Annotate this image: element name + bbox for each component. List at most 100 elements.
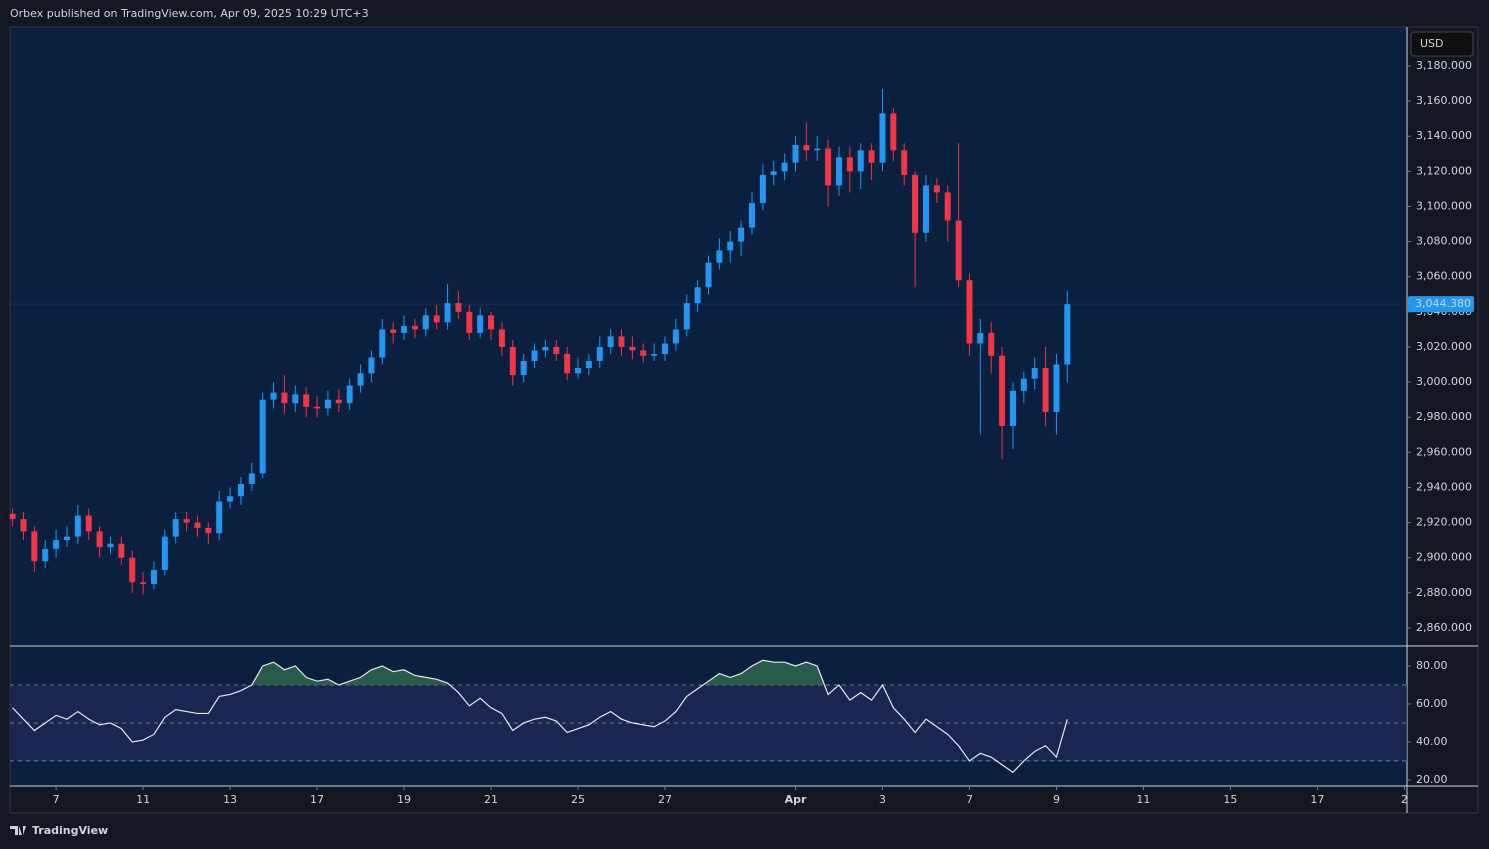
x-tick-label: 3 (879, 793, 886, 806)
footer-brand: TradingView (32, 824, 108, 837)
candle-body (1020, 378, 1027, 391)
y-tick-label: 3,000.000 (1416, 375, 1472, 388)
x-tick-label: Apr (785, 793, 807, 806)
candle-body (63, 536, 70, 541)
candle-body (738, 227, 745, 242)
candle-body (694, 287, 701, 304)
candle-body (477, 315, 484, 333)
candle-body (857, 150, 864, 172)
candle-body (314, 406, 321, 409)
candle-body (31, 531, 38, 562)
tradingview-logo (10, 826, 26, 835)
candle-body (879, 113, 886, 163)
x-tick-label: 27 (658, 793, 672, 806)
candle-body (803, 145, 810, 151)
candle-body (977, 332, 984, 344)
y-tick-label: 2,940.000 (1416, 480, 1472, 493)
candle-body (814, 148, 821, 151)
candle-body (999, 355, 1006, 427)
candle-body (172, 519, 179, 537)
x-tick-label: 9 (1053, 793, 1060, 806)
candle-body (770, 171, 777, 175)
currency-button[interactable] (1410, 31, 1474, 57)
candle-body (759, 174, 766, 203)
candle-body (401, 325, 408, 333)
candle-body (792, 145, 799, 163)
candle-body (781, 162, 788, 172)
currency-label[interactable]: USD (1420, 37, 1444, 50)
y-tick-label: 60.00 (1416, 697, 1448, 710)
candle-body (1042, 368, 1049, 412)
y-tick-label: 3,120.000 (1416, 164, 1472, 177)
x-tick-label: 13 (223, 793, 237, 806)
x-tick-label: 17 (310, 793, 324, 806)
candle-body (346, 385, 353, 404)
overbought-fill (12, 660, 1068, 685)
candle-body (422, 315, 429, 330)
rsi-line (12, 659, 1068, 774)
candle-body (281, 392, 288, 404)
candle-body (846, 157, 853, 172)
candle-body (205, 527, 212, 534)
candle-body (303, 394, 310, 407)
candle-body (292, 394, 299, 404)
candle-body (748, 202, 755, 228)
y-tick-label: 2,960.000 (1416, 445, 1472, 458)
y-tick-label: 3,160.000 (1416, 94, 1472, 107)
candle-body (455, 303, 462, 312)
candle-body (727, 241, 734, 251)
candle-body (42, 548, 49, 562)
chart-frame (9, 26, 1479, 814)
candle-body (618, 336, 625, 347)
candle-body (390, 329, 397, 333)
candle-body (379, 329, 386, 358)
candle-body (227, 496, 234, 502)
candle-body (324, 399, 331, 409)
candle-body (553, 346, 560, 355)
y-tick-label: 3,140.000 (1416, 129, 1472, 142)
candle-body (1009, 390, 1016, 427)
candle-body (890, 113, 897, 151)
candle-body (944, 192, 951, 221)
x-tick-label: 2 (1401, 793, 1408, 806)
candle-body (629, 346, 636, 351)
candle-body (531, 350, 538, 362)
candle-body (607, 336, 614, 347)
candle-body (988, 332, 995, 356)
candle-body (161, 536, 168, 571)
candle-body (194, 522, 201, 528)
candle-body (672, 329, 679, 344)
y-tick-label: 3,080.000 (1416, 235, 1472, 248)
candle-body (118, 543, 125, 558)
candle-body (575, 368, 582, 374)
candle-body (1031, 368, 1038, 379)
candle-body (955, 220, 962, 281)
candle-body (140, 582, 147, 585)
candle-body (662, 343, 669, 355)
x-tick-label: 11 (1136, 793, 1150, 806)
candle-body (335, 399, 342, 404)
candle-body (933, 185, 940, 193)
x-tick-label: 19 (397, 793, 411, 806)
candle-body (520, 361, 527, 376)
x-tick-label: 15 (1223, 793, 1237, 806)
candle-body (259, 399, 266, 474)
x-tick-label: 7 (53, 793, 60, 806)
x-tick-label: 25 (571, 793, 585, 806)
x-tick-label: 7 (966, 793, 973, 806)
candle-body (651, 354, 658, 356)
candle-body (868, 150, 875, 163)
candle-body (716, 250, 723, 263)
candle-body (542, 346, 549, 351)
last-price-label: 3,044.380 (1415, 297, 1471, 310)
x-tick-label: 21 (484, 793, 498, 806)
candle-body (107, 543, 114, 548)
candle-body (922, 185, 929, 233)
candle-body (444, 303, 451, 323)
price-axis (1407, 27, 1478, 813)
candle-body (705, 262, 712, 288)
y-tick-label: 80.00 (1416, 659, 1448, 672)
candle-body (237, 483, 244, 497)
candle-body (1064, 304, 1071, 365)
candle-body (509, 346, 516, 376)
